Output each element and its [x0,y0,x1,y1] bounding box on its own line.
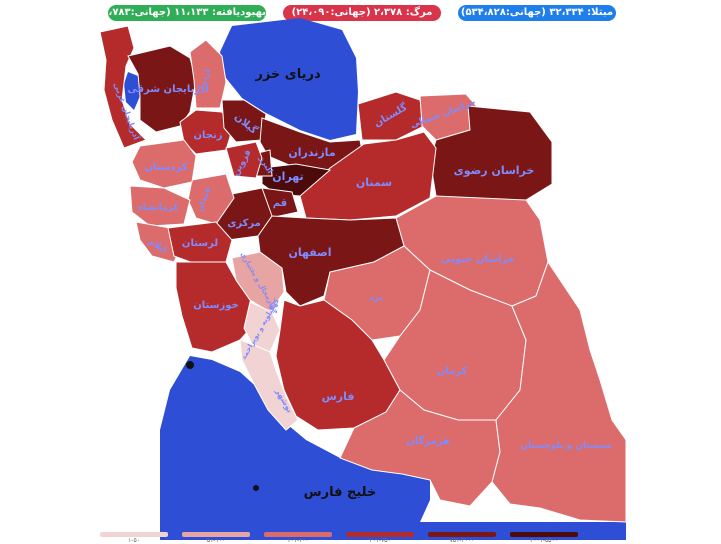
legend-label-1: ۱-۵۰ [128,537,140,544]
label-sistan: سیستان و بلوچستان [520,441,612,451]
legend-swatch-3 [264,532,332,537]
gulf-label: خلیج فارس [304,485,377,500]
legend-swatch-2 [182,532,250,537]
label-kurdistan: کردستان [144,162,188,173]
label-tehran: تهران [272,170,303,183]
label-lorestan: لرستان [182,238,218,249]
legend-label-4: ۲۰۱-۷۵۰ [369,537,391,544]
legend-label-6: ۳۰۰۱-۵۵۰۰ [530,537,558,544]
label-yazd: یزد [369,293,383,303]
label-east-azerbaijan: آذربایجان شرقی [127,82,209,95]
province-west-azerbaijan[interactable] [99,25,147,149]
marker-icon [186,361,194,369]
province-semnan[interactable] [299,131,437,221]
recovered-stat: بهبودیافته: ۱۱،۱۳۳ (جهانی:۱۲۱،۷۸۳) [108,5,266,21]
province-sistan[interactable] [491,260,627,523]
label-fars: فارس [322,390,355,403]
cases-stat: مبتلا: ۳۲،۳۳۴ (جهانی:۵۳۴،۸۲۸) [458,5,616,21]
province-kurdistan[interactable] [131,139,197,189]
province-bushehr[interactable] [239,339,299,431]
legend-label-3: ۱۰۱-۲۰۰ [287,537,309,544]
label-isfahan: اصفهان [288,246,331,259]
province-kermanshah[interactable] [129,185,191,227]
caspian-label: دریای خزر [254,67,321,82]
label-semnan: سمنان [356,176,392,189]
marker-icon-2 [253,485,259,491]
label-kerman: کرمان [437,366,468,377]
legend-swatch-1 [100,532,168,537]
label-hormozgan: هرمزگان [406,434,450,447]
label-kermanshah: کرمانشاه [137,203,179,213]
province-tehran[interactable] [261,163,332,197]
province-east-azerbaijan[interactable] [127,45,197,133]
legend-swatch-6 [510,532,578,537]
caspian-sea [220,18,358,140]
legend-swatch-5 [428,532,496,537]
province-ardabil[interactable] [189,39,227,109]
label-qom: قم [273,198,287,209]
label-markazi: مرکزی [227,218,261,229]
deaths-stat: مرگ: ۲،۳۷۸ (جهانی:۲۴،۰۹۰) [283,5,441,21]
label-zanjan: زنجان [193,130,222,141]
persian-gulf [160,356,626,540]
legend-label-5: ۷۵۱-۳۰۰۰ [449,537,475,544]
label-khuzestan: خوزستان [193,300,238,311]
lake-urmia [124,72,140,110]
legend-swatch-4 [346,532,414,537]
label-mazandaran: مازندران [288,146,335,159]
label-south-khorasan: خراسان جنوبی [441,254,515,265]
province-qazvin[interactable] [225,141,263,179]
legend-label-2: ۵۱-۱۰۰ [206,537,226,544]
label-razavi-khorasan: خراسان رضوی [454,164,535,177]
